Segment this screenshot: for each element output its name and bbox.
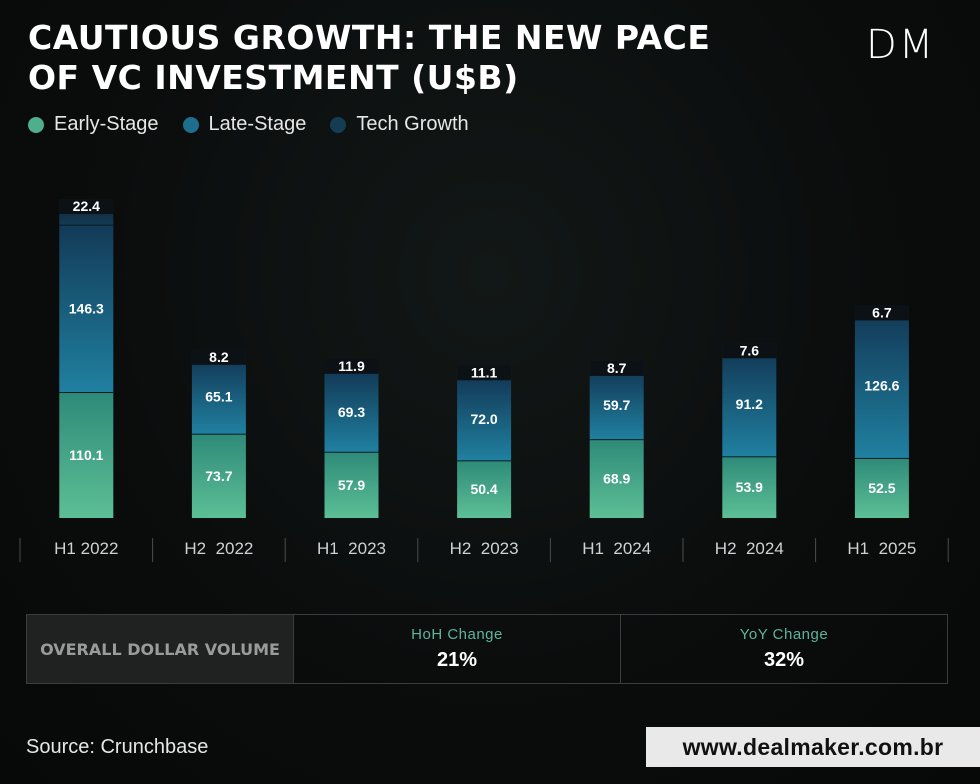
chart-title: CAUTIOUS GROWTH: THE NEW PACE OF VC INVE… <box>28 18 788 98</box>
hoh-change-cell: HoH Change 21% <box>294 615 621 683</box>
bar-cap-tech-growth <box>191 349 246 365</box>
bar-segment-early-stage <box>457 460 512 518</box>
bar-segment-late-stage <box>191 359 246 434</box>
stacked-bar-chart: 110.1 146.3 22.4 H1 2022 73.7 65.1 8.2 H2 2022 5… <box>19 198 949 562</box>
x-axis-tick-label: H2 2024 <box>715 539 784 558</box>
bar-segment-early-stage <box>324 451 379 518</box>
bar-cap-tech-growth <box>324 358 379 374</box>
legend-swatch-late-stage <box>182 116 199 133</box>
x-axis-tick-label: H1 2022 <box>54 539 118 558</box>
legend-item-tech-growth: Tech Growth <box>330 113 469 136</box>
source-note: Source: Crunchbase <box>26 736 209 758</box>
chart-title-line-2: OF VC INVESTMENT (U$B) <box>28 58 519 97</box>
bar-value-label-early-stage: 53.9 <box>736 479 763 495</box>
x-axis-tick-label: H1 2023 <box>317 539 386 558</box>
bar-value-label-tech-growth: 8.2 <box>209 349 229 365</box>
bar-value-label-late-stage: 59.7 <box>603 397 630 413</box>
bar-value-label-early-stage: 52.5 <box>868 480 895 496</box>
bar-value-label-late-stage: 65.1 <box>205 388 232 404</box>
legend-item-early-stage: Early-Stage <box>28 113 159 136</box>
bar-segment-early-stage <box>589 439 644 518</box>
bar-value-label-late-stage: 91.2 <box>736 396 763 412</box>
bar-value-label-early-stage: 68.9 <box>603 471 630 487</box>
x-axis-tick-label: H1 2025 <box>847 539 916 558</box>
chart-legend: Early-Stage Late-Stage Tech Growth <box>28 113 469 136</box>
bar-value-label-late-stage: 146.3 <box>69 300 104 316</box>
legend-label-tech-growth: Tech Growth <box>356 113 469 135</box>
bar-value-label-early-stage: 50.4 <box>470 481 497 497</box>
bar-segment-late-stage <box>854 313 909 458</box>
bar-cap-tech-growth <box>854 305 909 321</box>
yoy-change-label: YoY Change <box>739 626 829 643</box>
bar-cap-tech-growth <box>589 360 644 376</box>
bar-segment-late-stage <box>589 370 644 440</box>
bar-value-label-tech-growth: 11.9 <box>338 358 365 374</box>
bar-value-label-tech-growth: 6.7 <box>872 304 892 320</box>
yoy-change-cell: YoY Change 32% <box>621 615 947 683</box>
x-axis-tick-label: H1 2024 <box>582 539 651 558</box>
summary-label: OVERALL DOLLAR VOLUME <box>27 615 294 683</box>
legend-swatch-early-stage <box>28 116 44 133</box>
bar-segment-early-stage <box>191 433 246 518</box>
bar-segment-late-stage <box>59 224 114 393</box>
bar-segment-early-stage <box>854 457 909 518</box>
brand-logo: DM <box>866 22 936 68</box>
bar-segment-early-stage <box>722 456 777 518</box>
bar-cap-tech-growth <box>722 343 777 359</box>
legend-label-late-stage: Late-Stage <box>208 113 307 135</box>
website-link[interactable]: www.dealmaker.com.br <box>646 727 980 767</box>
x-axis-tick-label: H2 2022 <box>184 539 253 558</box>
hoh-change-value: 21% <box>436 649 478 671</box>
bar-value-label-early-stage: 57.9 <box>338 477 365 493</box>
bar-value-label-tech-growth: 11.1 <box>471 364 498 380</box>
bar-segment-late-stage <box>324 372 379 452</box>
yoy-change-value: 32% <box>763 649 805 671</box>
bar-value-label-tech-growth: 22.4 <box>73 198 100 214</box>
bar-value-label-late-stage: 69.3 <box>338 404 365 420</box>
summary-table: OVERALL DOLLAR VOLUME HoH Change 21% YoY… <box>26 614 948 684</box>
legend-swatch-tech-growth <box>330 116 347 133</box>
bar-value-label-late-stage: 72.0 <box>470 411 497 427</box>
bar-value-label-early-stage: 73.7 <box>205 468 232 484</box>
bar-value-label-early-stage: 110.1 <box>69 447 103 463</box>
bar-value-label-late-stage: 126.6 <box>864 378 899 394</box>
chart-title-line-1: CAUTIOUS GROWTH: THE NEW PACE <box>28 18 711 57</box>
bar-value-label-tech-growth: 7.6 <box>740 342 760 358</box>
bar-cap-tech-growth <box>59 199 114 214</box>
bar-cap-tech-growth <box>457 365 512 381</box>
legend-label-early-stage: Early-Stage <box>54 113 159 135</box>
bar-segment-early-stage <box>59 392 114 518</box>
hoh-change-label: HoH Change <box>411 626 503 643</box>
x-axis-tick-label: H2 2023 <box>450 539 519 558</box>
bar-value-label-tech-growth: 8.7 <box>607 360 627 376</box>
legend-item-late-stage: Late-Stage <box>182 113 307 136</box>
bar-segment-late-stage <box>722 351 777 457</box>
bar-segment-late-stage <box>457 377 512 461</box>
